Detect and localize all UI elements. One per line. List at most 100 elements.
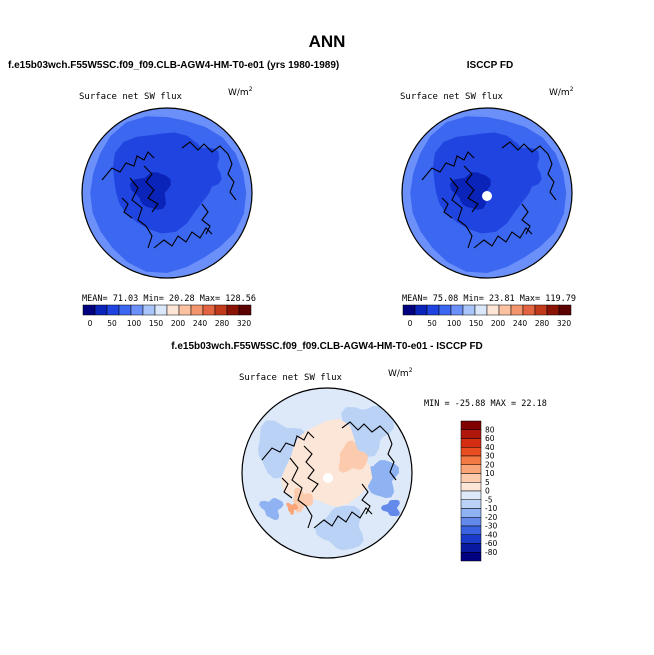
model-colorbar-swatch: [82, 304, 96, 316]
obs-colorbar-swatch: [546, 304, 560, 316]
diff-pole-missing: [323, 473, 333, 483]
model-colorbar-swatch: [190, 304, 204, 316]
obs-coastline: [473, 227, 533, 249]
obs-colorbar-swatch: [486, 304, 500, 316]
obs-colorbar-swatch: [510, 304, 524, 316]
obs-colorbar-swatch: [414, 304, 428, 316]
diff-colorbar-swatch: [460, 534, 482, 544]
obs-colorbar-swatch: [474, 304, 488, 316]
obs-colorbar-swatch: [522, 304, 536, 316]
diff-stats: MIN = -25.88 MAX = 22.18: [424, 399, 547, 409]
model-coastline: [101, 151, 155, 181]
diff-colorbar-tick: 60: [485, 434, 495, 443]
model-colorbar-tick: 240: [193, 319, 208, 328]
model-coastline: [121, 197, 133, 219]
obs-coastline: [421, 151, 475, 181]
page-title: ANN: [308, 32, 346, 51]
diff-coastline: [261, 431, 315, 461]
diff-coastline: [341, 421, 393, 445]
model-colorbar-swatch: [142, 304, 156, 316]
diff-colorbar-tick: -60: [485, 539, 497, 548]
model-colorbar-tick: 0: [88, 319, 93, 328]
obs-pole-missing: [482, 191, 492, 201]
diff-contour-fill: [258, 497, 284, 521]
model-map-border: [81, 107, 253, 279]
diff-colorbar-swatch: [460, 429, 482, 439]
obs-variable-label: Surface net SW flux: [400, 92, 503, 102]
model-colorbar-tick: 280: [215, 319, 230, 328]
diff-colorbar-tick: 20: [485, 460, 495, 469]
obs-map-border: [401, 107, 573, 279]
model-colorbar-tick: 50: [107, 319, 117, 328]
model-colorbar-swatch: [166, 304, 180, 316]
model-colorbar-swatch: [130, 304, 144, 316]
diff-colorbar-tick: -5: [485, 495, 493, 504]
diff-colorbar-tick: -80: [485, 548, 497, 557]
obs-colorbar-swatch: [402, 304, 416, 316]
obs-colorbar-tick: 320: [557, 319, 572, 328]
diff-colorbar-swatch: [460, 473, 482, 483]
diff-units-label: W/m2: [388, 367, 413, 379]
diff-contour-fill: [293, 487, 314, 513]
obs-coastline: [501, 141, 553, 165]
obs-colorbar-tick: 280: [535, 319, 550, 328]
model-colorbar-swatch: [106, 304, 120, 316]
diff-colorbar-tick: -10: [485, 504, 497, 513]
model-contour-fill: [129, 172, 171, 210]
diff-contour-fill: [338, 440, 369, 473]
diff-contour-fill: [281, 418, 373, 507]
diff-colorbar-swatch: [460, 552, 482, 562]
obs-coastline: [441, 197, 453, 219]
diff-colorbar-tick: -20: [485, 513, 497, 522]
model-panel-header: f.e15b03wch.F55W5SC.f09_f09.CLB-AGW4-HM-…: [8, 60, 340, 71]
diff-colorbar-swatch: [460, 499, 482, 509]
diff-polar-map: [241, 387, 413, 559]
obs-colorbar: 0 50 100 150 200 240 280 320: [402, 304, 572, 328]
model-colorbar-swatch: [154, 304, 168, 316]
diff-contour-fill: [380, 499, 400, 517]
model-colorbar-swatch: [94, 304, 108, 316]
diff-colorbar-tick: 30: [485, 452, 495, 461]
model-coastline: [143, 165, 159, 213]
obs-colorbar-swatch: [462, 304, 476, 316]
diff-colorbar-tick: -40: [485, 530, 497, 539]
diff-contour-fill: [315, 505, 364, 551]
obs-colorbar-swatch: [438, 304, 452, 316]
diff-colorbar-tick: 10: [485, 469, 495, 478]
diff-colorbar-tick: 40: [485, 443, 495, 452]
obs-contour-fill: [449, 172, 491, 210]
model-colorbar-swatch: [238, 304, 252, 316]
obs-coastline: [463, 165, 479, 213]
diff-colorbar-tick: 5: [485, 478, 490, 487]
diff-variable-label: Surface net SW flux: [239, 373, 342, 383]
diff-colorbar-swatch: [460, 543, 482, 553]
diff-contour-fill: [258, 420, 310, 479]
diff-colorbar-swatch: [460, 482, 482, 492]
model-coastline: [227, 163, 237, 201]
diff-colorbar-tick: -30: [485, 522, 497, 531]
model-coastline: [153, 227, 213, 249]
model-colorbar-swatch: [226, 304, 240, 316]
diff-colorbar-swatch: [460, 464, 482, 474]
obs-colorbar-swatch: [450, 304, 464, 316]
diff-colorbar-swatch: [460, 438, 482, 448]
diff-colorbar-swatch: [460, 447, 482, 457]
model-polar-map: [81, 107, 253, 279]
obs-coastline: [449, 177, 473, 249]
obs-colorbar-tick: 240: [513, 319, 528, 328]
obs-colorbar-tick: 50: [427, 319, 437, 328]
model-variable-label: Surface net SW flux: [79, 92, 182, 102]
diff-colorbar-swatch: [460, 525, 482, 535]
obs-panel-header: ISCCP FD: [466, 60, 514, 71]
diff-colorbar-swatch: [460, 490, 482, 500]
diff-map-border: [241, 387, 413, 559]
model-stats: MEAN= 71.03 Min= 20.28 Max= 128.56: [82, 294, 256, 304]
model-colorbar-swatch: [118, 304, 132, 316]
diff-coastline: [289, 457, 313, 529]
model-map-field: [82, 108, 252, 278]
model-coastline: [181, 141, 233, 165]
diff-coastline: [361, 483, 371, 515]
model-colorbar-swatch: [178, 304, 192, 316]
diff-colorbar-swatch: [460, 420, 482, 430]
